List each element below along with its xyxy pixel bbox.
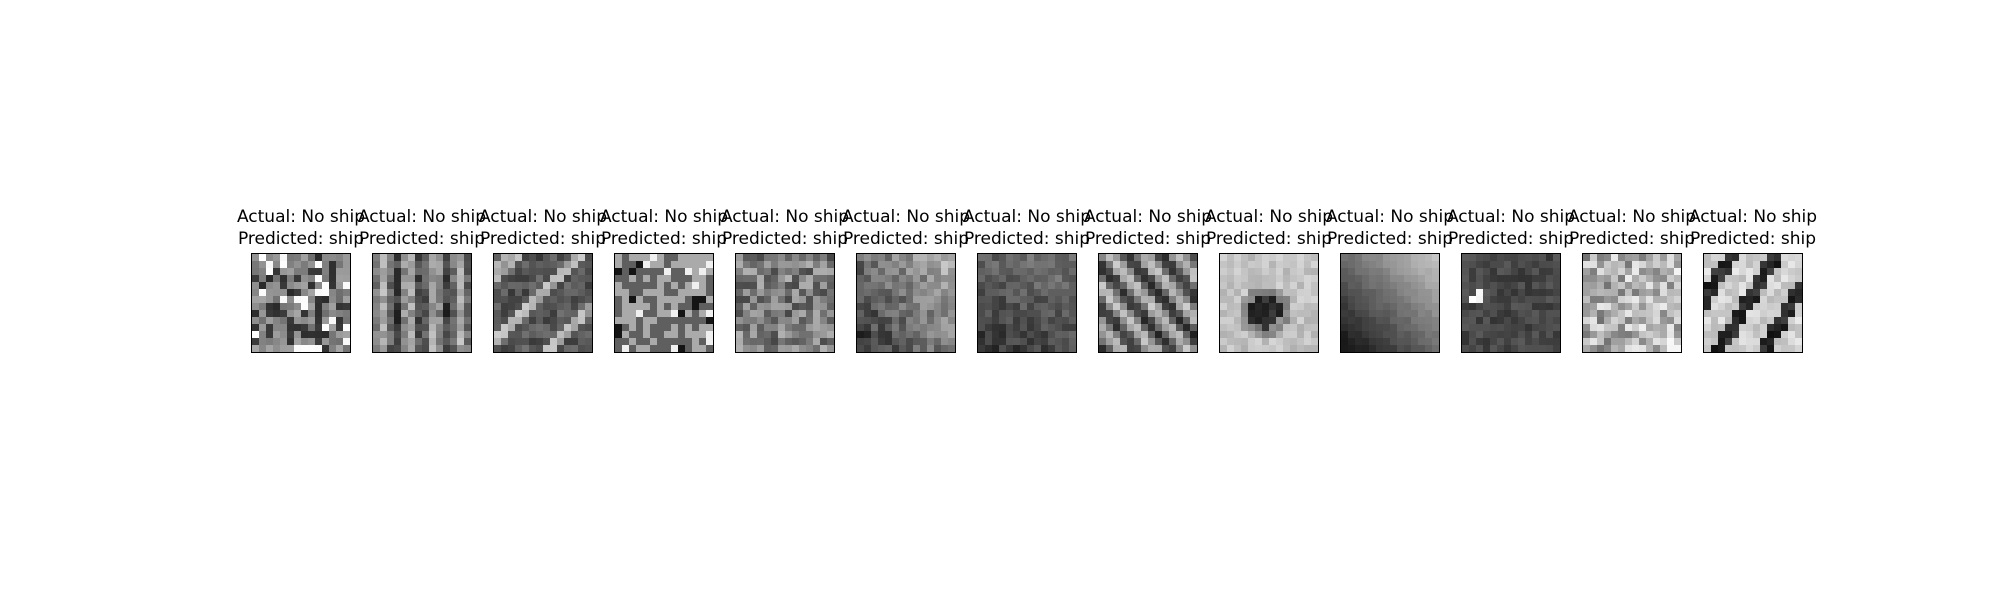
thumbnail-panel: Actual: No ship Predicted: ship <box>842 0 970 600</box>
thumbnail-image <box>856 253 956 353</box>
thumbnail-pixels <box>1099 254 1197 352</box>
thumbnail-panel: Actual: No ship Predicted: ship <box>1568 0 1696 600</box>
predicted-label: Predicted: ship <box>1205 229 1333 249</box>
predicted-label: Predicted: ship <box>963 229 1091 249</box>
thumbnail-image <box>372 253 472 353</box>
thumbnail-panel: Actual: No ship Predicted: ship <box>963 0 1091 600</box>
actual-label: Actual: No ship <box>1083 207 1213 227</box>
actual-label: Actual: No ship <box>478 207 608 227</box>
actual-label: Actual: No ship <box>1446 207 1576 227</box>
thumbnail-image <box>735 253 835 353</box>
thumbnail-panel: Actual: No ship Predicted: ship <box>358 0 486 600</box>
thumbnail-image <box>1703 253 1803 353</box>
thumbnail-caption: Actual: No ship Predicted: ship <box>342 206 502 250</box>
thumbnail-pixels <box>373 254 471 352</box>
thumbnail-caption: Actual: No ship Predicted: ship <box>826 206 986 250</box>
thumbnail-panel: Actual: No ship Predicted: ship <box>721 0 849 600</box>
thumbnail-panel: Actual: No ship Predicted: ship <box>1689 0 1817 600</box>
actual-label: Actual: No ship <box>599 207 729 227</box>
thumbnail-caption: Actual: No ship Predicted: ship <box>1068 206 1228 250</box>
thumbnail-pixels <box>857 254 955 352</box>
thumbnail-caption: Actual: No ship Predicted: ship <box>1189 206 1349 250</box>
actual-label: Actual: No ship <box>1204 207 1334 227</box>
predicted-label: Predicted: ship <box>1326 229 1454 249</box>
thumbnail-panel: Actual: No ship Predicted: ship <box>600 0 728 600</box>
thumbnail-image <box>977 253 1077 353</box>
thumbnail-caption: Actual: No ship Predicted: ship <box>584 206 744 250</box>
thumbnail-image <box>1098 253 1198 353</box>
actual-label: Actual: No ship <box>236 207 366 227</box>
thumbnail-image <box>493 253 593 353</box>
actual-label: Actual: No ship <box>1688 207 1818 227</box>
predicted-label: Predicted: ship <box>479 229 607 249</box>
thumbnail-panel: Actual: No ship Predicted: ship <box>1447 0 1575 600</box>
thumbnail-image <box>1461 253 1561 353</box>
thumbnail-caption: Actual: No ship Predicted: ship <box>1431 206 1591 250</box>
predicted-label: Predicted: ship <box>1568 229 1696 249</box>
thumbnail-image <box>1219 253 1319 353</box>
thumbnail-pixels <box>494 254 592 352</box>
predicted-label: Predicted: ship <box>721 229 849 249</box>
thumbnail-caption: Actual: No ship Predicted: ship <box>705 206 865 250</box>
thumbnail-image <box>1340 253 1440 353</box>
thumbnail-pixels <box>1341 254 1439 352</box>
thumbnail-pixels <box>1462 254 1560 352</box>
actual-label: Actual: No ship <box>1567 207 1697 227</box>
predicted-label: Predicted: ship <box>1447 229 1575 249</box>
thumbnail-image <box>1582 253 1682 353</box>
thumbnail-pixels <box>1704 254 1802 352</box>
thumbnail-panel: Actual: No ship Predicted: ship <box>237 0 365 600</box>
predicted-label: Predicted: ship <box>237 229 365 249</box>
thumbnail-panel: Actual: No ship Predicted: ship <box>1326 0 1454 600</box>
predicted-label: Predicted: ship <box>1689 229 1817 249</box>
thumbnail-panel: Actual: No ship Predicted: ship <box>1084 0 1212 600</box>
thumbnail-panel: Actual: No ship Predicted: ship <box>1205 0 1333 600</box>
thumbnail-pixels <box>1220 254 1318 352</box>
thumbnail-pixels <box>252 254 350 352</box>
actual-label: Actual: No ship <box>1325 207 1455 227</box>
thumbnail-pixels <box>978 254 1076 352</box>
predicted-label: Predicted: ship <box>600 229 728 249</box>
thumbnail-image <box>614 253 714 353</box>
thumbnail-caption: Actual: No ship Predicted: ship <box>463 206 623 250</box>
thumbnail-caption: Actual: No ship Predicted: ship <box>1310 206 1470 250</box>
actual-label: Actual: No ship <box>357 207 487 227</box>
predicted-label: Predicted: ship <box>842 229 970 249</box>
thumbnail-panel: Actual: No ship Predicted: ship <box>479 0 607 600</box>
actual-label: Actual: No ship <box>841 207 971 227</box>
thumbnail-image <box>251 253 351 353</box>
thumbnail-caption: Actual: No ship Predicted: ship <box>1552 206 1712 250</box>
thumbnail-pixels <box>615 254 713 352</box>
predicted-label: Predicted: ship <box>358 229 486 249</box>
thumbnail-pixels <box>736 254 834 352</box>
thumbnail-caption: Actual: No ship Predicted: ship <box>947 206 1107 250</box>
thumbnail-caption: Actual: No ship Predicted: ship <box>221 206 381 250</box>
thumbnail-caption: Actual: No ship Predicted: ship <box>1673 206 1833 250</box>
actual-label: Actual: No ship <box>962 207 1092 227</box>
predicted-label: Predicted: ship <box>1084 229 1212 249</box>
actual-label: Actual: No ship <box>720 207 850 227</box>
thumbnail-pixels <box>1583 254 1681 352</box>
